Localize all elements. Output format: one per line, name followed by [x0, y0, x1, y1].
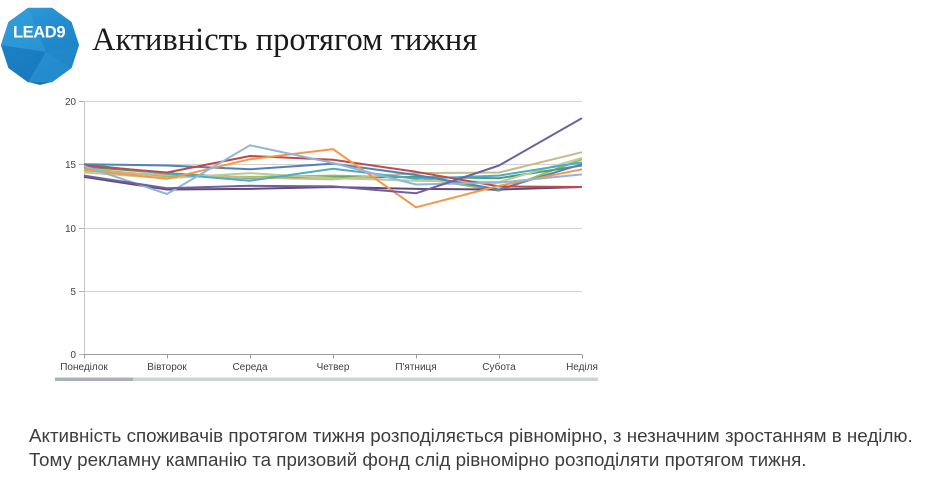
svg-text:15: 15 — [65, 160, 76, 171]
svg-text:Середа: Середа — [232, 362, 268, 373]
svg-text:0: 0 — [71, 350, 77, 361]
svg-text:Субота: Субота — [482, 361, 516, 373]
svg-text:Вівторок: Вівторок — [147, 362, 187, 373]
svg-text:LEAD9: LEAD9 — [13, 24, 65, 42]
svg-text:5: 5 — [71, 287, 77, 298]
svg-text:Четвер: Четвер — [317, 362, 350, 373]
svg-text:П'ятниця: П'ятниця — [395, 362, 436, 373]
svg-text:Понеділок: Понеділок — [60, 362, 108, 373]
svg-text:10: 10 — [65, 224, 76, 235]
svg-text:20: 20 — [65, 97, 76, 108]
svg-text:Неділя: Неділя — [566, 362, 598, 373]
